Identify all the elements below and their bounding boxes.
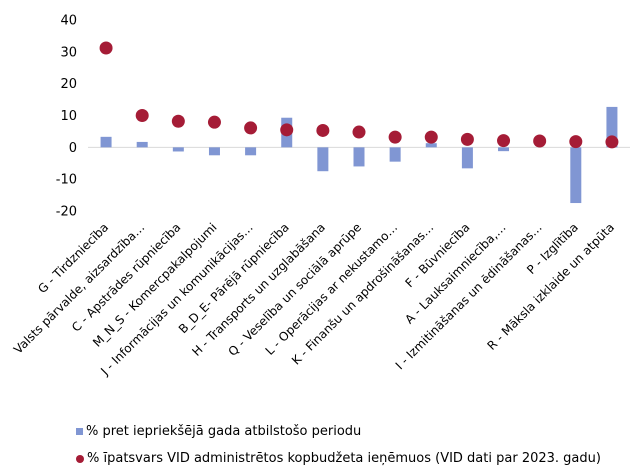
dot-point bbox=[569, 135, 583, 149]
y-tick-label: 20 bbox=[60, 77, 77, 92]
x-category-label: H - Transports un uzglabāšana bbox=[189, 220, 328, 359]
bar bbox=[570, 147, 582, 204]
bar bbox=[100, 136, 112, 148]
bar bbox=[425, 143, 437, 148]
bar bbox=[606, 106, 618, 148]
x-category-label: L - Operācijas ar nekustamo… bbox=[263, 220, 401, 358]
legend-swatch-dots bbox=[76, 454, 84, 463]
legend-swatch-bars bbox=[76, 428, 83, 435]
dot-point bbox=[171, 114, 185, 128]
dot-point bbox=[424, 130, 438, 144]
y-tick-label: 40 bbox=[60, 14, 77, 29]
bar bbox=[353, 147, 365, 167]
bar-series bbox=[100, 106, 618, 204]
dot-point bbox=[135, 109, 149, 122]
y-tick-label: 10 bbox=[60, 109, 77, 124]
dot-point bbox=[533, 134, 547, 148]
bar bbox=[136, 141, 148, 148]
legend-label-bars: % pret iepriekšējā gada atbilstošo perio… bbox=[86, 424, 362, 439]
x-category-label: Q - Veselība un sociālā aprūpe bbox=[225, 220, 364, 359]
dot-point bbox=[99, 41, 113, 55]
y-tick-label: 30 bbox=[60, 45, 77, 60]
dot-point bbox=[207, 115, 221, 129]
bar bbox=[208, 147, 220, 156]
bar bbox=[389, 147, 401, 162]
y-tick-label: -10 bbox=[56, 173, 77, 188]
dot-point bbox=[352, 125, 366, 139]
dot-point bbox=[605, 135, 619, 149]
dot-point bbox=[280, 123, 294, 137]
y-axis: 40 30 20 10 0 -10 -20 bbox=[56, 14, 77, 220]
bar bbox=[461, 147, 473, 169]
x-category-label: Valsts pārvalde, aizsardzība… bbox=[11, 220, 147, 356]
bar bbox=[317, 147, 329, 172]
legend-item-dots: % īpatsvars VID administrētos kopbudžeta… bbox=[76, 451, 601, 466]
dot-point bbox=[497, 134, 511, 148]
bar bbox=[245, 147, 257, 156]
legend-item-bars: % pret iepriekšējā gada atbilstošo perio… bbox=[76, 424, 361, 439]
legend-label-dots: % īpatsvars VID administrētos kopbudžeta… bbox=[87, 451, 601, 466]
dot-point bbox=[460, 132, 474, 146]
bar bbox=[172, 147, 184, 152]
x-category-label: F - Būvniecība bbox=[402, 220, 472, 290]
dot-point bbox=[244, 121, 258, 135]
dot-point bbox=[316, 123, 330, 137]
dot-series bbox=[99, 41, 619, 149]
dot-point bbox=[388, 130, 402, 144]
y-tick-label: -20 bbox=[56, 205, 77, 220]
bar bbox=[498, 147, 510, 152]
y-tick-label: 0 bbox=[69, 141, 77, 156]
